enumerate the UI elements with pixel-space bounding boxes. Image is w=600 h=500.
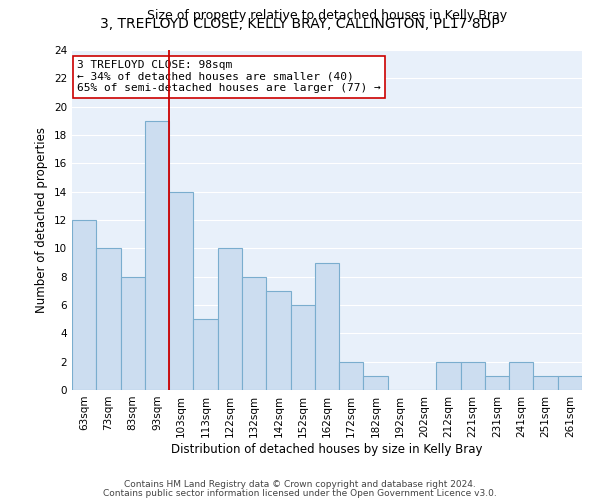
X-axis label: Distribution of detached houses by size in Kelly Bray: Distribution of detached houses by size … xyxy=(171,442,483,456)
Bar xyxy=(485,376,509,390)
Bar xyxy=(169,192,193,390)
Bar xyxy=(72,220,96,390)
Y-axis label: Number of detached properties: Number of detached properties xyxy=(35,127,49,313)
Text: 3, TREFLOYD CLOSE, KELLY BRAY, CALLINGTON, PL17 8DP: 3, TREFLOYD CLOSE, KELLY BRAY, CALLINGTO… xyxy=(100,18,500,32)
Bar xyxy=(461,362,485,390)
Bar xyxy=(218,248,242,390)
Bar xyxy=(558,376,582,390)
Title: Size of property relative to detached houses in Kelly Bray: Size of property relative to detached ho… xyxy=(147,10,507,22)
Bar xyxy=(290,305,315,390)
Bar xyxy=(121,276,145,390)
Bar xyxy=(339,362,364,390)
Bar xyxy=(96,248,121,390)
Text: Contains public sector information licensed under the Open Government Licence v3: Contains public sector information licen… xyxy=(103,489,497,498)
Bar xyxy=(315,262,339,390)
Text: 3 TREFLOYD CLOSE: 98sqm
← 34% of detached houses are smaller (40)
65% of semi-de: 3 TREFLOYD CLOSE: 98sqm ← 34% of detache… xyxy=(77,60,381,94)
Bar xyxy=(242,276,266,390)
Text: Contains HM Land Registry data © Crown copyright and database right 2024.: Contains HM Land Registry data © Crown c… xyxy=(124,480,476,489)
Bar xyxy=(145,121,169,390)
Bar xyxy=(533,376,558,390)
Bar xyxy=(509,362,533,390)
Bar xyxy=(364,376,388,390)
Bar xyxy=(436,362,461,390)
Bar xyxy=(266,291,290,390)
Bar xyxy=(193,319,218,390)
